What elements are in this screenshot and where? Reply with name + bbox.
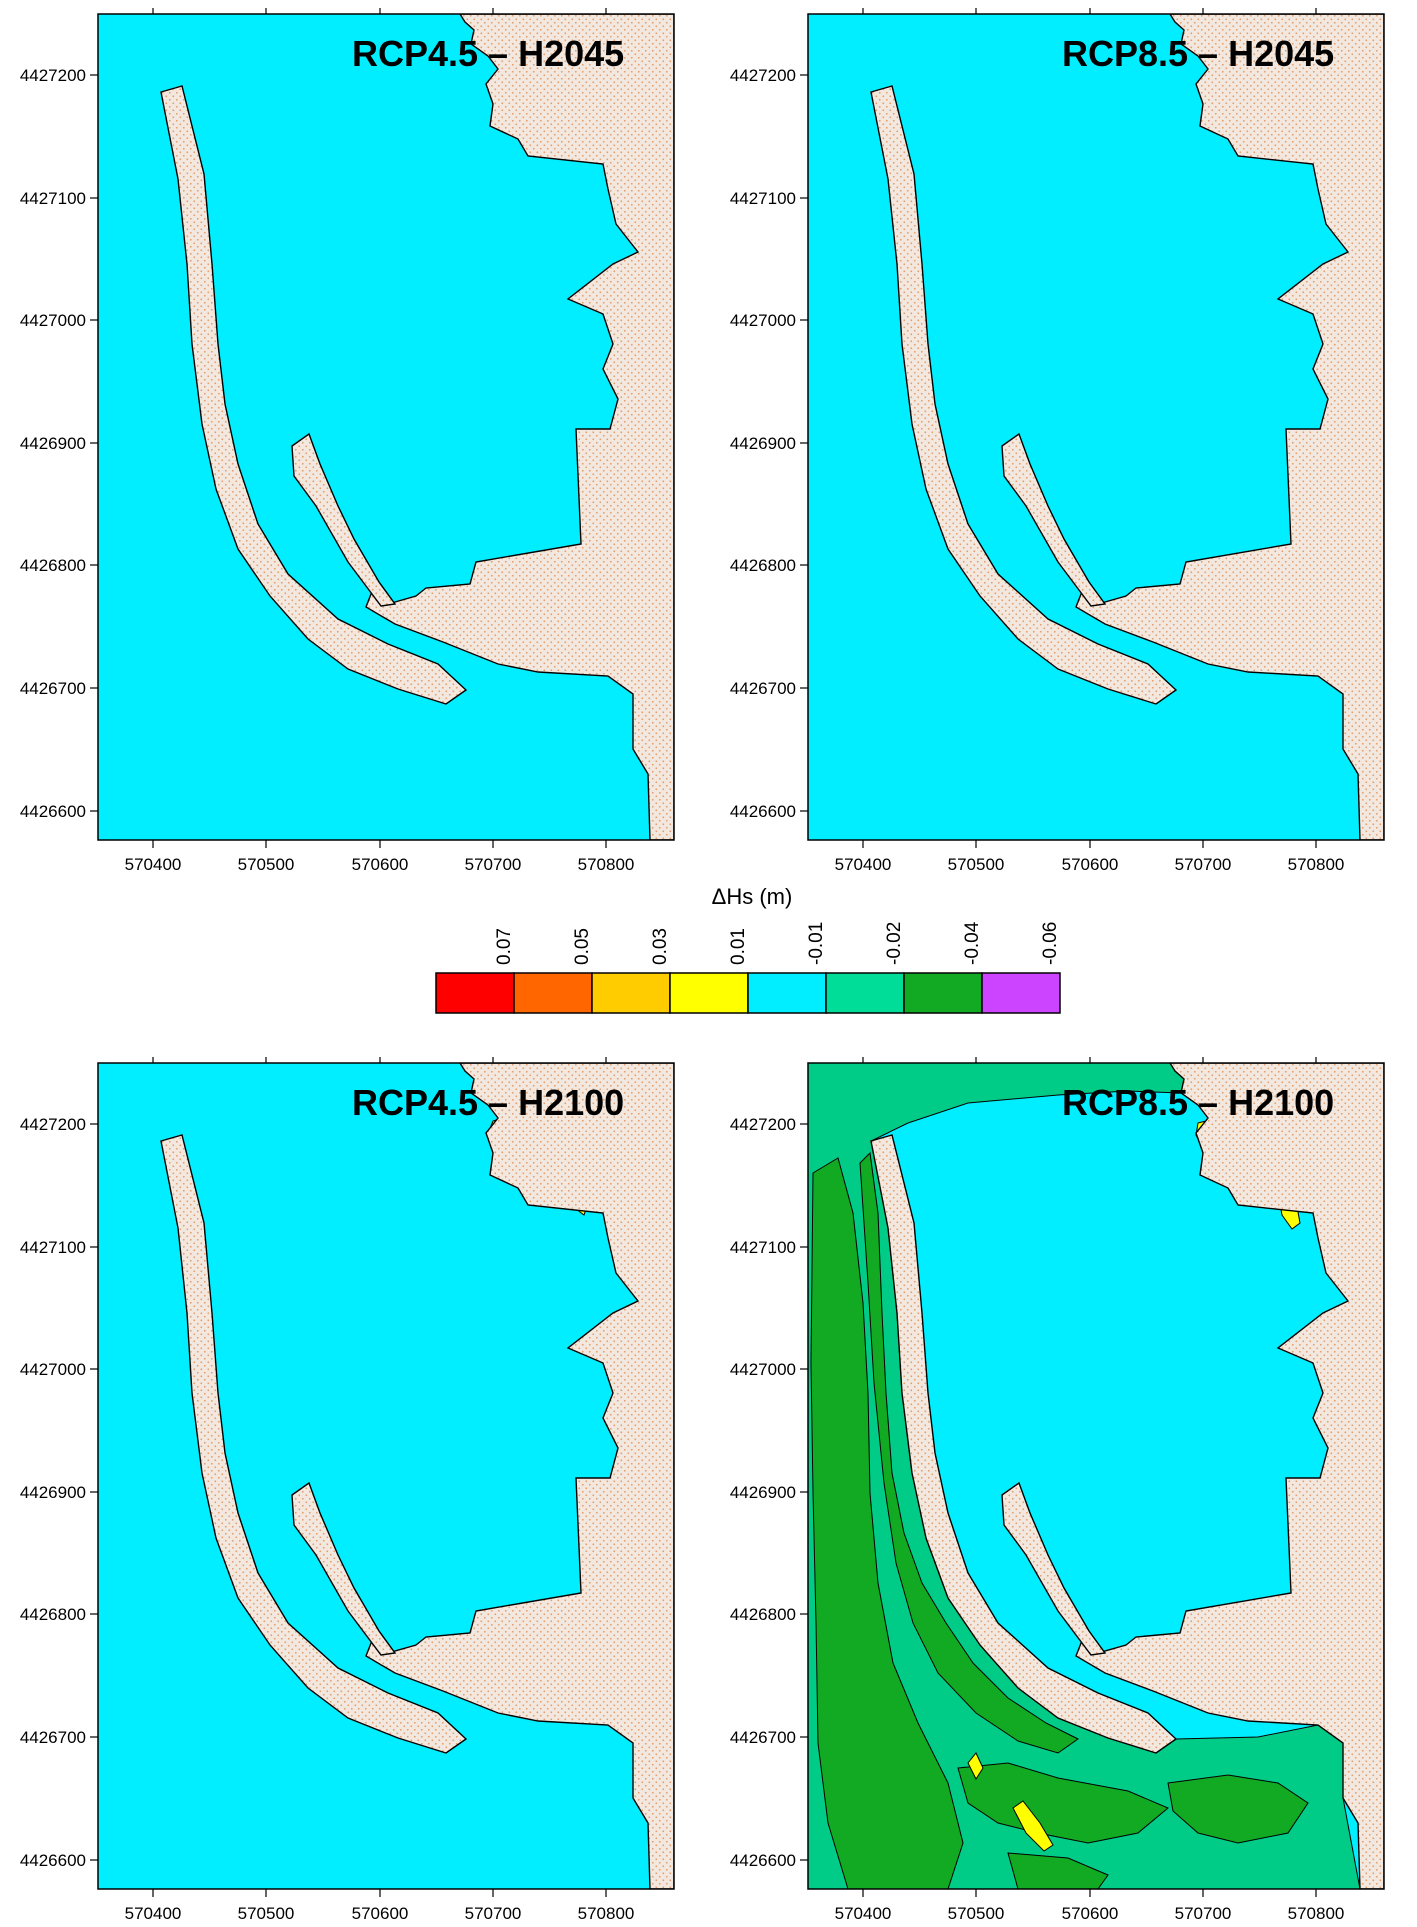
legend-label: 0.05	[572, 928, 593, 965]
map-panel-rcp45-h2100: 4427200 4427100 4427000 4426900 4426800 44267…	[20, 1057, 675, 1923]
y-tick-label: 4427200	[20, 66, 86, 85]
x-tick-label: 570800	[1288, 1904, 1345, 1923]
legend-label: -0.02	[884, 922, 905, 965]
inner-breakwater	[1001, 1481, 1107, 1656]
y-tick-label: 4427100	[730, 1238, 796, 1257]
land-area	[365, 1063, 674, 1889]
panel-title: RCP4.5 – H2045	[352, 33, 624, 74]
x-tick-label: 570800	[578, 1904, 635, 1923]
panel-title: RCP8.5 – H2100	[1062, 1082, 1334, 1123]
legend-label: 0.01	[728, 928, 749, 965]
y-tick-label: 4427000	[730, 1360, 796, 1379]
legend-swatch	[435, 972, 515, 1014]
y-tick-label: 4427000	[20, 311, 86, 330]
y-tick-label: 4426800	[20, 1605, 86, 1624]
x-tick-label: 570700	[1175, 855, 1232, 874]
y-tick-label: 4426800	[20, 556, 86, 575]
land-area	[1075, 1063, 1384, 1889]
panel-title: RCP4.5 – H2100	[352, 1082, 624, 1123]
y-tick-label: 4426700	[730, 1728, 796, 1747]
y-tick-label: 4427100	[20, 1238, 86, 1257]
legend-swatch	[669, 972, 749, 1014]
y-tick-label: 4426600	[20, 802, 86, 821]
x-tick-label: 570400	[125, 855, 182, 874]
x-tick-label: 570800	[1288, 855, 1345, 874]
land-area	[1075, 14, 1384, 840]
wave-height-zone-positive	[1012, 1800, 1054, 1852]
map-frame	[807, 1062, 1385, 1890]
y-tick-label: 4426700	[730, 679, 796, 698]
map-frame	[97, 1062, 675, 1890]
y-tick-label: 4426900	[20, 1483, 86, 1502]
y-tick-label: 4426800	[730, 556, 796, 575]
legend-swatch	[747, 972, 827, 1014]
x-tick-label: 570400	[835, 855, 892, 874]
legend-label: -0.04	[962, 921, 983, 965]
map-frame	[807, 13, 1385, 841]
wave-height-zone-dark	[1007, 1852, 1109, 1889]
main-breakwater	[160, 1134, 468, 1754]
y-tick-label: 4426600	[20, 1851, 86, 1870]
y-tick-label: 4427200	[20, 1115, 86, 1134]
x-tick-label: 570500	[238, 855, 295, 874]
delta-hs-colorbar-legend: ΔHs (m) 0.07 0.05 0.03 0.01 -0.01 -0.02 -0.04 -…	[435, 884, 1061, 1014]
y-tick-label: 4426600	[730, 1851, 796, 1870]
y-tick-label: 4427000	[20, 1360, 86, 1379]
y-tick-label: 4427200	[730, 66, 796, 85]
y-tick-label: 4427100	[20, 189, 86, 208]
legend-swatch	[981, 972, 1061, 1014]
y-tick-label: 4426700	[20, 679, 86, 698]
x-tick-label: 570800	[578, 855, 635, 874]
y-tick-label: 4426600	[730, 802, 796, 821]
legend-label: -0.01	[806, 922, 827, 965]
legend-title: ΔHs (m)	[712, 884, 793, 909]
map-frame	[97, 13, 675, 841]
legend-label: 0.07	[494, 928, 515, 965]
legend-swatch	[825, 972, 905, 1014]
inner-breakwater	[291, 432, 397, 607]
x-tick-label: 570500	[948, 855, 1005, 874]
land-area	[365, 14, 674, 840]
x-tick-label: 570700	[465, 1904, 522, 1923]
y-tick-label: 4426900	[20, 434, 86, 453]
main-breakwater	[160, 85, 468, 705]
wave-height-zone-dark	[1167, 1774, 1309, 1844]
legend-swatch	[513, 972, 593, 1014]
y-tick-label: 4427000	[730, 311, 796, 330]
legend-swatch	[591, 972, 671, 1014]
wave-height-zone-dark	[957, 1762, 1169, 1844]
y-tick-label: 4427100	[730, 189, 796, 208]
y-tick-label: 4427200	[730, 1115, 796, 1134]
x-tick-label: 570500	[238, 1904, 295, 1923]
main-breakwater	[870, 1134, 1178, 1754]
inner-breakwater	[291, 1481, 397, 1656]
x-tick-label: 570400	[835, 1904, 892, 1923]
panel-title: RCP8.5 – H2045	[1062, 33, 1334, 74]
map-panel-rcp45-h2045: 4427200 4427100 4427000 4426900 4426800 44267…	[20, 8, 675, 874]
y-tick-label: 4426900	[730, 434, 796, 453]
main-breakwater	[870, 85, 1178, 705]
x-tick-label: 570500	[948, 1904, 1005, 1923]
x-tick-label: 570700	[1175, 1904, 1232, 1923]
x-tick-label: 570400	[125, 1904, 182, 1923]
y-tick-label: 4426900	[730, 1483, 796, 1502]
legend-swatch	[903, 972, 983, 1014]
x-tick-label: 570600	[352, 1904, 409, 1923]
wave-height-zone-dark	[859, 1151, 1079, 1754]
y-tick-label: 4426700	[20, 1728, 86, 1747]
x-tick-label: 570700	[465, 855, 522, 874]
inner-breakwater	[1001, 432, 1107, 607]
map-panel-rcp85-h2100: 4427200 4427100 4427000 4426900 4426800 44267…	[730, 1057, 1385, 1923]
y-tick-label: 4426800	[730, 1605, 796, 1624]
legend-label: 0.03	[650, 928, 671, 965]
x-tick-label: 570600	[1062, 855, 1119, 874]
wave-height-zone-dark	[810, 1157, 964, 1889]
legend-label: -0.06	[1040, 922, 1061, 965]
x-tick-label: 570600	[352, 855, 409, 874]
x-tick-label: 570600	[1062, 1904, 1119, 1923]
map-panel-rcp85-h2045: 4427200 4427100 4427000 4426900 4426800 44267…	[730, 8, 1385, 874]
wave-height-zone-positive	[967, 1752, 984, 1781]
